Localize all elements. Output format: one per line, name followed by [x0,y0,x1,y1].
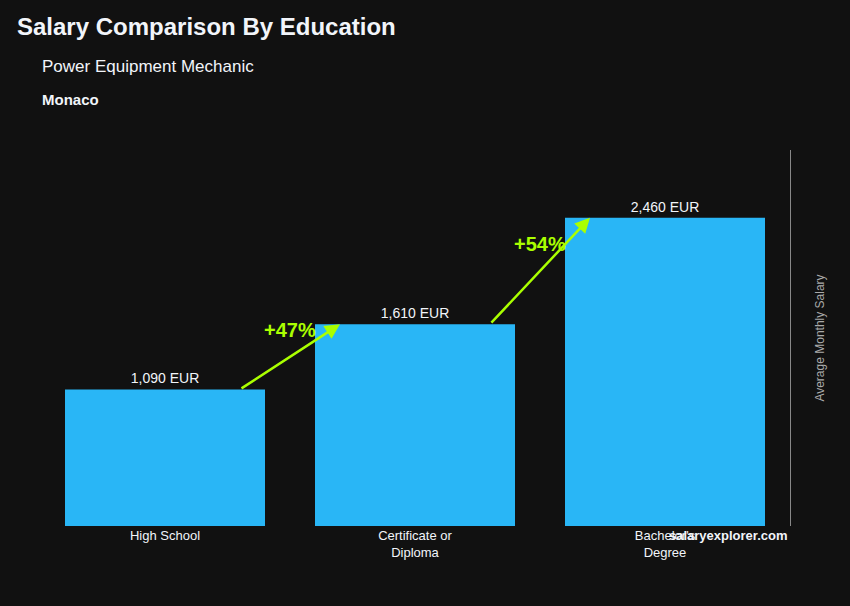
svg-text:salaryexplorer.com: salaryexplorer.com [669,528,788,543]
svg-text:+47%: +47% [264,319,316,341]
svg-text:Monaco: Monaco [42,91,99,108]
svg-text:+54%: +54% [514,233,566,255]
svg-text:1,610 EUR: 1,610 EUR [381,305,449,321]
svg-text:2,460 EUR: 2,460 EUR [631,199,699,215]
svg-text:High School: High School [130,528,200,543]
svg-text:Bachelor'sDegree: Bachelor'sDegree [635,528,696,560]
svg-text:Power Equipment Mechanic: Power Equipment Mechanic [42,57,254,76]
svg-text:Average Monthly Salary: Average Monthly Salary [813,274,827,401]
svg-text:Salary Comparison By Education: Salary Comparison By Education [17,13,396,40]
svg-text:1,090 EUR: 1,090 EUR [131,370,199,386]
svg-text:Certificate orDiploma: Certificate orDiploma [378,528,452,560]
